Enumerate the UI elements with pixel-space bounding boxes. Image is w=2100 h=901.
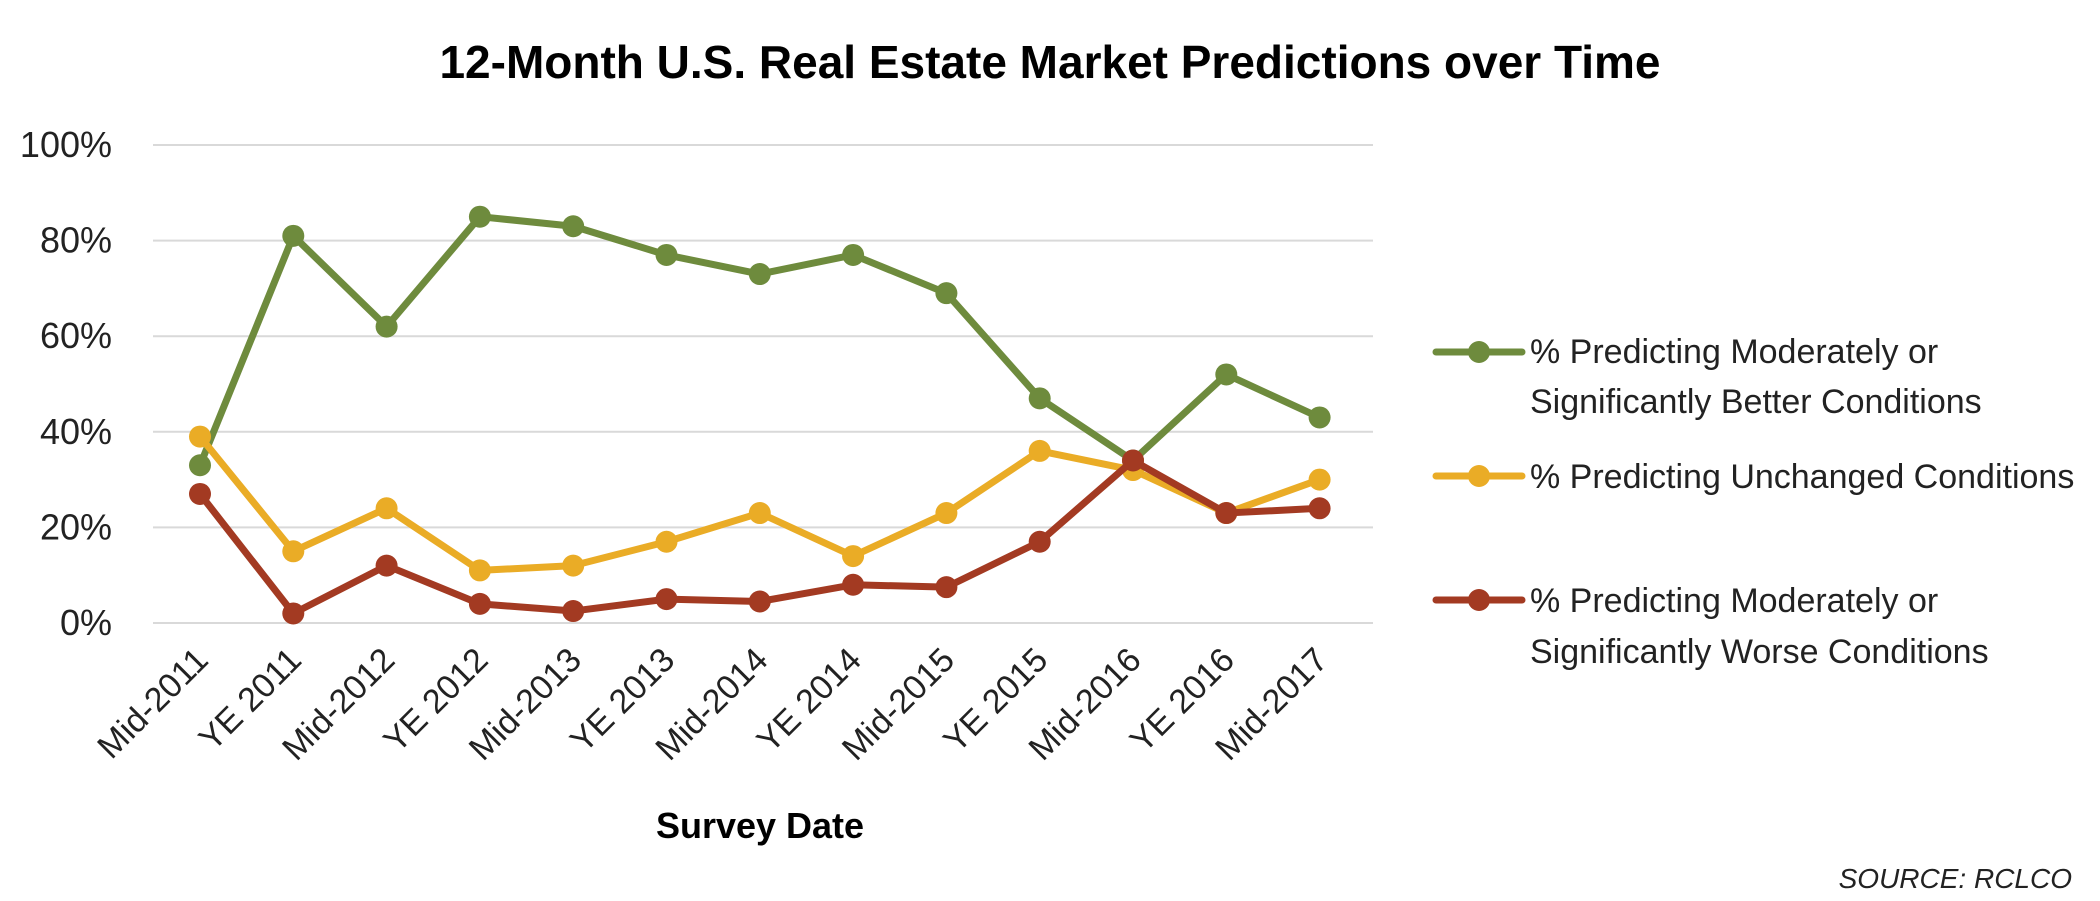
data-point bbox=[935, 282, 958, 305]
legend-label: % Predicting Moderately or bbox=[1530, 333, 1938, 371]
legend-label: % Predicting Moderately or bbox=[1530, 582, 1938, 620]
legend-swatch-marker bbox=[1468, 589, 1490, 611]
data-point bbox=[1308, 468, 1331, 491]
y-tick-label: 60% bbox=[40, 315, 112, 356]
legend-swatch-marker bbox=[1468, 465, 1490, 487]
data-point bbox=[189, 482, 211, 505]
chart-title: 12-Month U.S. Real Estate Market Predict… bbox=[439, 36, 1660, 88]
y-tick-label: 0% bbox=[60, 602, 112, 643]
data-point bbox=[842, 573, 865, 596]
data-point bbox=[1028, 439, 1051, 462]
y-tick-label: 20% bbox=[40, 506, 112, 547]
data-point bbox=[935, 576, 958, 599]
series-2 bbox=[189, 425, 1331, 582]
legend-label: Significantly Worse Conditions bbox=[1530, 633, 1989, 671]
data-point bbox=[375, 554, 398, 577]
data-point bbox=[468, 592, 491, 615]
y-tick-label: 80% bbox=[40, 220, 112, 261]
data-point bbox=[655, 243, 678, 266]
data-point bbox=[562, 600, 585, 623]
legend-label: Significantly Better Conditions bbox=[1530, 383, 1982, 421]
data-point bbox=[189, 425, 211, 448]
x-axis-title: Survey Date bbox=[656, 805, 864, 846]
data-point bbox=[375, 497, 398, 520]
data-point bbox=[842, 243, 865, 266]
series-3 bbox=[189, 449, 1331, 625]
series-line bbox=[196, 213, 1324, 469]
data-point bbox=[562, 215, 585, 238]
data-point bbox=[1308, 406, 1331, 429]
data-point bbox=[842, 545, 865, 568]
data-point bbox=[468, 205, 491, 228]
data-point bbox=[1308, 497, 1331, 520]
data-point bbox=[562, 554, 585, 577]
legend: % Predicting Moderately or Significantly … bbox=[1432, 333, 2074, 671]
source-note: SOURCE: RCLCO bbox=[1839, 863, 2072, 894]
data-point bbox=[748, 502, 771, 525]
legend-item: % Predicting Unchanged Conditions bbox=[1432, 458, 2074, 496]
legend-item: % Predicting Moderately or Significantly … bbox=[1432, 333, 1982, 421]
data-point bbox=[282, 540, 305, 563]
data-point bbox=[1028, 387, 1051, 410]
data-point bbox=[282, 224, 305, 247]
data-point bbox=[1122, 449, 1144, 472]
data-point bbox=[1028, 530, 1051, 553]
y-axis-tick-labels: 0% 20% 40% 60% 80% 100% bbox=[20, 124, 112, 643]
legend-item: % Predicting Moderately or Significantly … bbox=[1432, 582, 1989, 671]
legend-swatch-marker bbox=[1468, 341, 1490, 363]
data-point bbox=[282, 602, 305, 625]
data-point bbox=[468, 559, 491, 582]
legend-label: % Predicting Unchanged Conditions bbox=[1530, 458, 2074, 496]
data-point bbox=[189, 454, 211, 477]
y-tick-label: 100% bbox=[20, 124, 112, 165]
data-point bbox=[655, 530, 678, 553]
series-lines bbox=[189, 205, 1331, 625]
data-point bbox=[1215, 363, 1238, 386]
data-point bbox=[655, 588, 678, 611]
y-tick-label: 40% bbox=[40, 411, 112, 452]
data-point bbox=[935, 502, 958, 525]
data-point bbox=[748, 590, 771, 613]
gridlines bbox=[153, 144, 1373, 624]
data-point bbox=[375, 315, 398, 338]
data-point bbox=[1215, 502, 1238, 525]
x-tick-label: Mid-2011 bbox=[90, 641, 215, 766]
series-1 bbox=[189, 205, 1331, 477]
data-point bbox=[748, 263, 771, 286]
